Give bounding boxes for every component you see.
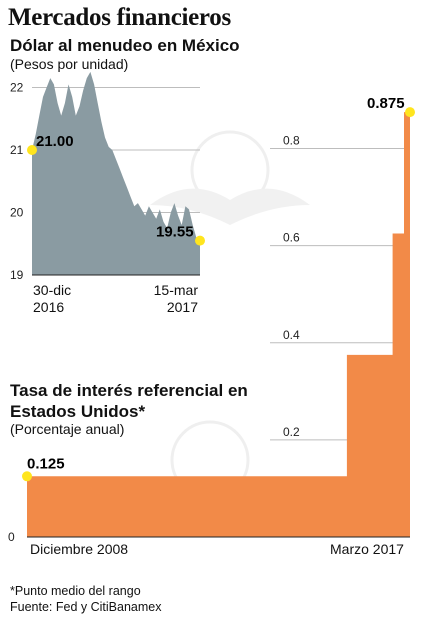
page-title: Mercados financieros [8,4,231,31]
chart2-area [27,112,410,537]
footnote-asterisk: *Punto medio del rango [10,584,141,598]
chart1-start-label: 21.00 [36,133,74,150]
chart2-start-label: 0.125 [27,455,65,472]
chart2-ytick: 0 [8,530,15,544]
chart1-ytick: 19 [10,268,24,282]
chart1-ytick: 20 [10,206,24,220]
chart1-end-label: 19.55 [156,224,194,241]
chart2-ytick: 0.6 [283,231,300,245]
chart2-ytick: 0.2 [283,425,300,439]
chart1-ytick: 22 [10,81,24,95]
chart2-y-ticks: 0 0.2 0.4 0.6 0.8 [8,134,300,544]
chart2-end-marker [405,107,415,118]
chart1-xtick-end: 15-mar [154,282,199,298]
chart1-end-marker [195,235,205,246]
chart1-area [32,71,200,276]
watermark-emblem [130,130,310,515]
chart2-end-label: 0.875 [367,95,405,112]
chart1-ytick: 21 [10,143,24,157]
chart2-ytick: 0.8 [283,134,300,148]
chart1-start-marker [27,145,37,155]
chart2-subtitle: (Porcentaje anual) [10,421,125,437]
chart2-ytick: 0.4 [283,328,300,342]
footnote-source: Fuente: Fed y CitiBanamex [10,600,162,614]
chart2-xlabel-start: Diciembre 2008 [30,541,128,557]
chart2-xlabel-end: Marzo 2017 [330,541,404,557]
chart1-xtick-end-year: 2017 [167,299,198,315]
chart2-title: Tasa de interés referencial en Estados U… [10,381,248,421]
chart1-title: Dólar al menudeo en México [10,36,240,55]
chart1-y-ticks: 22 21 20 19 [10,81,24,283]
chart1-subtitle: (Pesos por unidad) [10,56,129,72]
chart2-start-marker [22,471,32,482]
chart1-xtick-start-year: 2016 [33,299,64,315]
chart1-xtick-start: 30-dic [33,282,71,298]
